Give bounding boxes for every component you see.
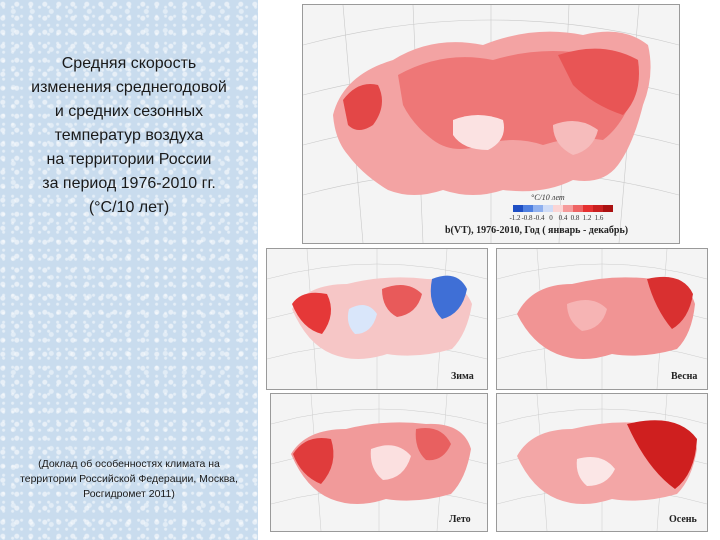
legend-tick: -0.4 — [533, 214, 545, 222]
legend-swatch — [543, 205, 553, 212]
autumn-map-caption: Осень — [669, 514, 697, 525]
slide-title: Средняя скорость изменения среднегодовой… — [31, 55, 227, 216]
legend-swatch — [513, 205, 523, 212]
legend-swatch — [593, 205, 603, 212]
legend-tick: 1.6 — [594, 214, 604, 222]
left-panel: Средняя скорость изменения среднегодовой… — [0, 0, 258, 540]
legend-swatch — [603, 205, 613, 212]
legend-tick: 1.2 — [582, 214, 592, 222]
summer-map-graphic — [271, 394, 487, 531]
legend-swatch — [533, 205, 543, 212]
source-note: (Доклад об особенностях климата на терри… — [20, 458, 238, 500]
legend-swatch — [563, 205, 573, 212]
spring-map-caption: Весна — [671, 371, 698, 382]
legend-tick: -1.2 — [509, 214, 521, 222]
legend-tick: 0.8 — [570, 214, 580, 222]
annual-map-graphic — [303, 5, 679, 243]
legend-colorbar — [513, 205, 613, 212]
summer-map-caption: Лето — [449, 514, 471, 525]
spring-map-graphic — [497, 249, 707, 389]
winter-map-graphic — [267, 249, 487, 389]
legend-swatch — [523, 205, 533, 212]
autumn-map: Осень — [496, 393, 708, 532]
spring-map: Весна — [496, 248, 708, 390]
legend-tick: 0 — [549, 214, 553, 222]
legend-title: °C/10 лет — [531, 193, 565, 202]
winter-map: Зима — [266, 248, 488, 390]
autumn-map-graphic — [497, 394, 707, 531]
legend-tick: -0.8 — [521, 214, 533, 222]
summer-map: Лето — [270, 393, 488, 532]
legend-ticks: -1.2 -0.8 -0.4 0 0.4 0.8 1.2 1.6 — [509, 214, 605, 222]
winter-map-caption: Зима — [451, 371, 474, 382]
legend-swatch — [553, 205, 563, 212]
legend-tick: 0.4 — [558, 214, 568, 222]
annual-map: °C/10 лет -1.2 -0.8 -0.4 0 0.4 0.8 1.2 1… — [302, 4, 680, 244]
annual-map-caption: b(VT), 1976-2010, Год ( январь - декабрь… — [445, 225, 629, 236]
legend-swatch — [573, 205, 583, 212]
legend-swatch — [583, 205, 593, 212]
